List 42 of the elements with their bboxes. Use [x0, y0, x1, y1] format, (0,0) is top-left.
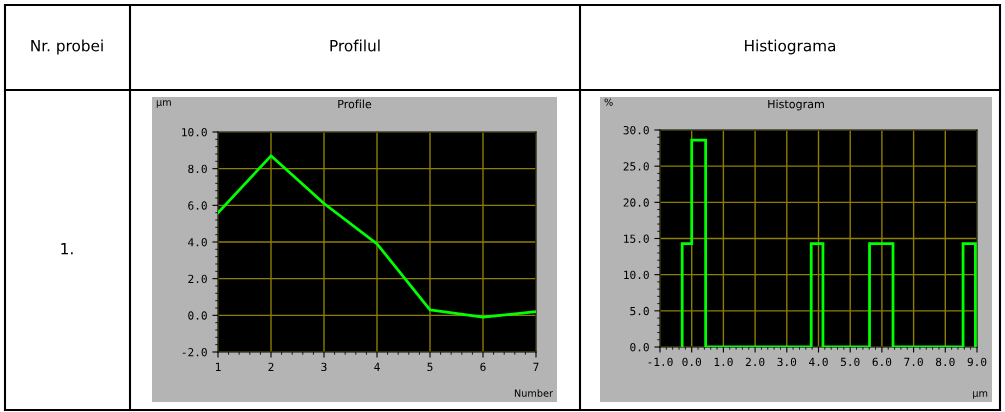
x-tick-label: 0.0: [682, 357, 702, 367]
y-tick-label: -2.0: [182, 348, 207, 357]
x-tick-label: 3.0: [777, 357, 797, 367]
x-tick-label: 6: [480, 362, 486, 372]
x-tick-label: 4: [374, 362, 380, 371]
x-tick-label: -1.0: [648, 357, 673, 367]
y-tick-label: 5.0: [630, 306, 649, 316]
y-tick-label: 30.0: [623, 126, 649, 135]
y-axis-title: %: [604, 98, 613, 106]
x-axis-title: Number: [514, 389, 553, 397]
x-tick-label: 9.0: [967, 357, 987, 367]
y-tick-label: 8.0: [188, 164, 207, 174]
y-tick-label: 20.0: [623, 198, 649, 207]
x-tick-label: 7: [533, 362, 539, 371]
y-tick-label: 10.0: [624, 270, 649, 280]
chart-subtitle: Profile: [338, 99, 372, 109]
x-tick-label: 6.0: [872, 357, 892, 367]
y-tick-label: 2.0: [188, 274, 207, 284]
chart-subtitle: Histogram: [768, 99, 824, 111]
y-tick-label: 4.0: [188, 238, 207, 247]
x-tick-label: 2.0: [745, 357, 765, 367]
y-tick-label: 15.0: [624, 234, 649, 243]
x-tick-label: 5: [427, 362, 433, 372]
x-tick-label: 4.0: [809, 357, 828, 367]
y-tick-label: 10.0: [182, 128, 207, 137]
x-tick-label: 8.0: [935, 357, 955, 367]
y-tick-label: 25.0: [623, 162, 649, 171]
x-axis-title: µm: [973, 391, 988, 399]
chart-title: Histiograma: [745, 39, 836, 55]
x-tick-label: 3: [321, 362, 327, 372]
text: 1.: [61, 243, 73, 255]
x-tick-label: 1: [215, 362, 221, 371]
y-tick-label: 0.0: [630, 343, 649, 352]
x-tick-label: 1.0: [714, 357, 733, 367]
y-tick-label: 6.0: [188, 201, 207, 210]
y-axis-title: µm: [156, 100, 171, 108]
chart-title: Profilul: [330, 39, 380, 52]
x-tick-label: 2: [268, 362, 274, 371]
text: Nr. probei: [31, 39, 103, 55]
y-tick-label: 0.0: [188, 311, 207, 320]
x-tick-label: 7.0: [904, 357, 923, 367]
x-tick-label: 5.0: [840, 357, 860, 367]
